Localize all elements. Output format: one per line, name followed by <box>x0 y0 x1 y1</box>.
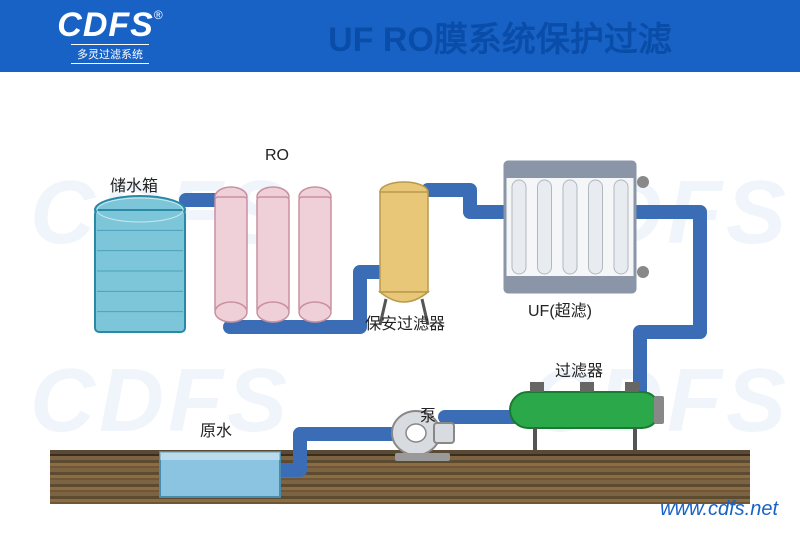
logo-subtitle: 多灵过滤系统 <box>71 44 149 64</box>
ro-label: RO <box>265 147 289 165</box>
raw-water-label: 原水 <box>200 417 232 441</box>
filter-label: 过滤器 <box>555 357 603 381</box>
url: www.cdfs.net <box>660 498 778 521</box>
header: CDFS® 多灵过滤系统 UF RO膜系统保护过滤 <box>0 0 800 72</box>
page-title: UF RO膜系统保护过滤 <box>328 12 672 61</box>
uf-label: UF(超滤) <box>528 297 592 321</box>
storage-tank-label: 储水箱 <box>110 172 158 196</box>
diagram-svg <box>0 72 800 533</box>
diagram-canvas: CDFS CDFS CDFS CDFS 储水箱 RO 保安过滤器 UF(超滤) … <box>0 72 800 533</box>
reg-mark: ® <box>154 8 163 22</box>
logo: CDFS® 多灵过滤系统 <box>0 0 200 72</box>
pump-label: 泵 <box>420 402 436 426</box>
security-filter-label: 保安过滤器 <box>365 310 445 334</box>
logo-text: CDFS <box>57 6 154 44</box>
title-box: UF RO膜系统保护过滤 <box>200 12 800 61</box>
